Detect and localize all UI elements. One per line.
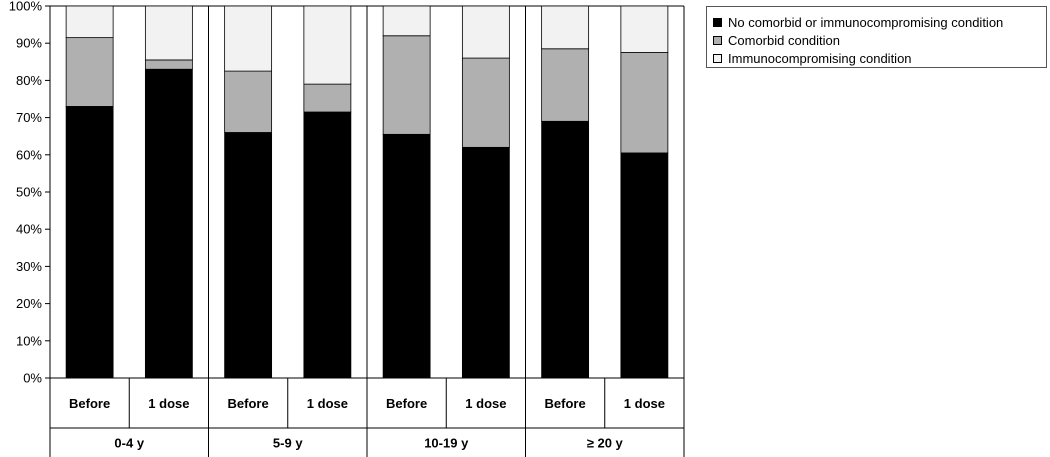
legend-swatch-no-comorbid bbox=[713, 17, 722, 27]
y-tick-label: 90% bbox=[16, 36, 42, 51]
bar-segment-series-0 bbox=[65, 106, 114, 379]
bar-category-label: Before bbox=[228, 396, 269, 411]
bar-segment-series-0 bbox=[620, 152, 669, 379]
bar-category-label: 1 dose bbox=[624, 396, 665, 411]
legend: No comorbid or immunocompromising condit… bbox=[706, 6, 1047, 68]
y-tick-label: 20% bbox=[16, 296, 42, 311]
bar-segment-series-1 bbox=[461, 57, 510, 148]
age-group-label: 0-4 y bbox=[114, 436, 144, 451]
bar-segment-series-0 bbox=[224, 132, 273, 379]
age-group-label: 10-19 y bbox=[424, 436, 469, 451]
legend-item-immunocompromising: Immunocompromising condition bbox=[713, 49, 1046, 67]
legend-item-no-comorbid: No comorbid or immunocompromising condit… bbox=[713, 13, 1046, 31]
bar-segment-series-2 bbox=[620, 5, 669, 53]
y-axis: 0% 10% 20% 30% 40% 50% 60% 70% 80% 90% 100% bbox=[9, 0, 50, 386]
age-group-label: ≥ 20 y bbox=[587, 436, 624, 451]
legend-label: No comorbid or immunocompromising condit… bbox=[728, 14, 1004, 30]
bar-segment-series-2 bbox=[382, 5, 431, 37]
bar-segment-series-1 bbox=[382, 35, 431, 135]
bar-segment-series-1 bbox=[144, 59, 193, 70]
bar-segment-series-2 bbox=[224, 5, 273, 72]
y-tick-label: 30% bbox=[16, 259, 42, 274]
bar-segment-series-0 bbox=[461, 146, 510, 379]
bar-segment-series-2 bbox=[144, 5, 193, 61]
y-tick-label: 80% bbox=[16, 73, 42, 88]
legend-swatch-comorbid bbox=[713, 35, 722, 45]
bar-category-label: Before bbox=[69, 396, 110, 411]
y-tick-label: 70% bbox=[16, 110, 42, 125]
y-tick-label: 10% bbox=[16, 333, 42, 348]
legend-item-comorbid: Comorbid condition bbox=[713, 31, 1046, 49]
y-tick-label: 60% bbox=[16, 147, 42, 162]
bar-segment-series-2 bbox=[541, 5, 590, 50]
bars bbox=[65, 5, 669, 379]
y-tick-label: 40% bbox=[16, 222, 42, 237]
y-tick-label: 50% bbox=[16, 185, 42, 200]
legend-label: Immunocompromising condition bbox=[728, 50, 912, 66]
bar-category-label: Before bbox=[386, 396, 427, 411]
bar-segment-series-1 bbox=[65, 37, 114, 107]
bar-segment-series-1 bbox=[303, 83, 352, 113]
y-tick-label: 0% bbox=[23, 371, 42, 386]
bar-segment-series-1 bbox=[224, 70, 273, 133]
bar-segment-series-2 bbox=[303, 5, 352, 85]
bar-category-label: 1 dose bbox=[148, 396, 189, 411]
x-axis-categories: Before 1 dose Before 1 dose Before 1 dose Befo… bbox=[69, 396, 665, 451]
bar-segment-series-1 bbox=[541, 48, 590, 122]
legend-label: Comorbid condition bbox=[728, 32, 841, 48]
bar-segment-series-0 bbox=[382, 133, 431, 379]
legend-swatch-immunocompromising bbox=[713, 53, 722, 63]
age-group-label: 5-9 y bbox=[273, 436, 303, 451]
bar-segment-series-0 bbox=[541, 120, 590, 379]
bar-segment-series-1 bbox=[620, 52, 669, 154]
bar-segment-series-0 bbox=[303, 111, 352, 379]
bar-segment-series-2 bbox=[461, 5, 510, 59]
bar-category-label: 1 dose bbox=[307, 396, 348, 411]
bar-segment-series-0 bbox=[144, 68, 193, 379]
bar-category-label: 1 dose bbox=[465, 396, 506, 411]
bar-segment-series-2 bbox=[65, 5, 114, 39]
y-tick-label: 100% bbox=[9, 0, 43, 14]
bar-category-label: Before bbox=[545, 396, 586, 411]
